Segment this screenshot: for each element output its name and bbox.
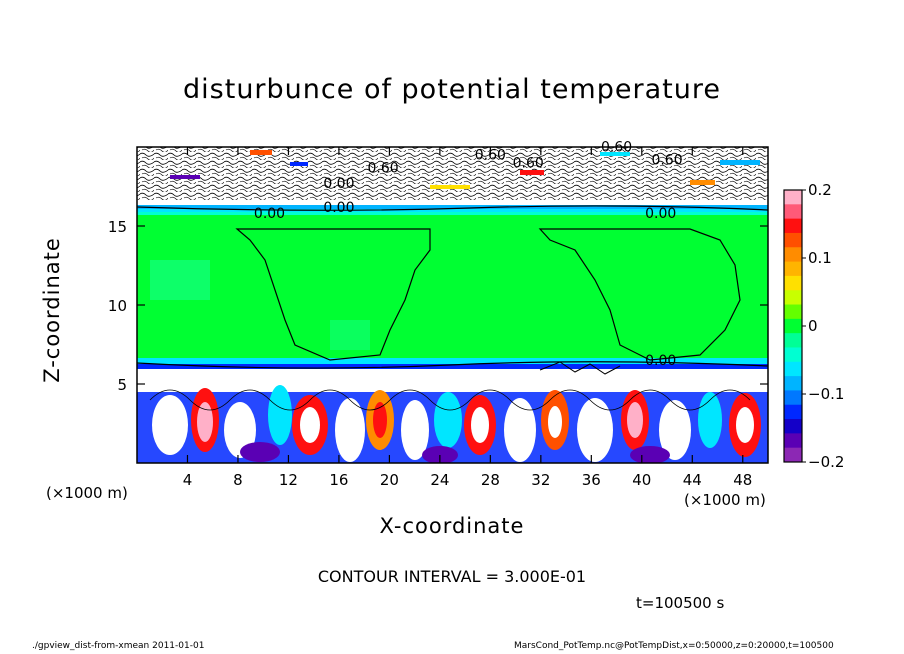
x-tick-label: 48 <box>733 471 752 489</box>
x-tick-label: 16 <box>329 471 348 489</box>
x-tick-label: 40 <box>632 471 651 489</box>
y-tick-label: 5 <box>117 376 127 394</box>
time-label: t=100500 s <box>636 594 725 612</box>
x-unit-left: (×1000 m) <box>46 484 128 502</box>
colorbar-swatch <box>784 361 802 377</box>
y-tick-label: 15 <box>108 218 127 236</box>
x-unit-right: (×1000 m) <box>684 491 766 509</box>
x-tick-label: 32 <box>531 471 550 489</box>
colorbar-swatch <box>784 390 802 406</box>
y-axis-label: Z-coordinate <box>40 237 64 383</box>
colorbar <box>783 189 806 463</box>
plot-area <box>137 147 768 463</box>
x-tick-label: 12 <box>279 471 298 489</box>
x-tick-label: 28 <box>481 471 500 489</box>
colorbar-swatch <box>784 433 802 449</box>
contour-label: 0.60 <box>651 152 682 168</box>
contour-label: 0.00 <box>645 206 676 222</box>
contour-label: 0.00 <box>323 176 354 192</box>
contour-label: 0.60 <box>475 148 506 164</box>
footer-script-name: ./gpview_dist-from-xmean 2011-01-01 <box>32 641 205 651</box>
colorbar-swatch <box>784 419 802 434</box>
contour-label: 0.00 <box>645 353 676 369</box>
colorbar-swatch <box>784 204 802 220</box>
colorbar-swatch <box>784 318 802 334</box>
colorbar-swatch <box>784 232 802 248</box>
colorbar-swatch <box>784 247 802 263</box>
colorbar-swatch <box>784 376 802 391</box>
colorbar-tick-label: −0.2 <box>808 453 844 471</box>
y-tick-label: 10 <box>108 297 127 315</box>
colorbar-swatch <box>784 447 802 463</box>
chart-title: disturbunce of potential temperature <box>183 74 721 105</box>
x-axis-label: X-coordinate <box>379 514 525 538</box>
colorbar-swatch <box>784 404 802 420</box>
x-tick-label: 4 <box>183 471 193 489</box>
x-tick-label: 36 <box>582 471 601 489</box>
colorbar-tick-label: 0.2 <box>808 181 832 199</box>
x-tick-label: 24 <box>430 471 449 489</box>
colorbar-swatch <box>784 347 802 363</box>
colorbar-tick-label: 0.1 <box>808 249 832 267</box>
colorbar-swatch <box>784 304 802 320</box>
x-tick-label: 44 <box>683 471 702 489</box>
colorbar-swatch <box>784 275 802 291</box>
x-tick-label: 8 <box>233 471 243 489</box>
colorbar-tick-label: −0.1 <box>808 385 844 403</box>
contour-label: 0.60 <box>368 160 399 176</box>
colorbar-swatch <box>784 261 802 277</box>
contour-label: 0.00 <box>323 200 354 216</box>
colorbar-swatch <box>784 218 802 234</box>
colorbar-tick-label: 0 <box>808 317 818 335</box>
footer-data-source: MarsCond_PotTemp.nc@PotTempDist,x=0:5000… <box>514 641 834 651</box>
x-tick-label: 20 <box>380 471 399 489</box>
colorbar-swatch <box>784 333 802 348</box>
contour-interval-text: CONTOUR INTERVAL = 3.000E-01 <box>317 567 587 586</box>
contour-label: 0.60 <box>513 156 544 172</box>
contour-label: 0.00 <box>254 206 285 222</box>
colorbar-swatch <box>784 190 802 205</box>
colorbar-swatch <box>784 290 802 306</box>
